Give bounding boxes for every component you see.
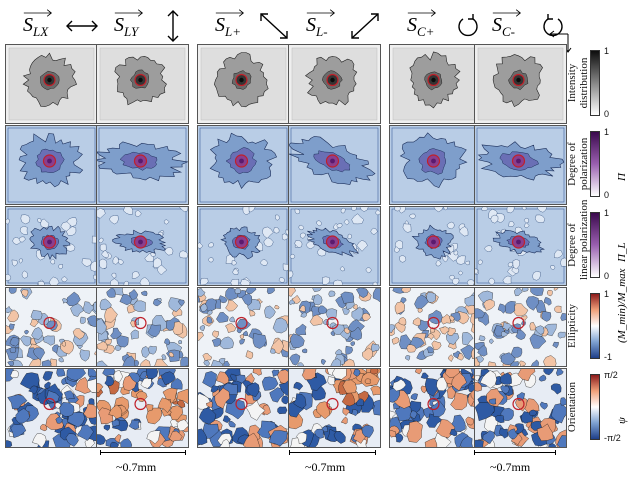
column-label-sub: LY — [124, 24, 139, 39]
row-symbol: Π — [616, 173, 628, 181]
column-label-sub: C+ — [417, 24, 435, 39]
map-panel — [197, 44, 290, 124]
column-label-sub: L- — [316, 24, 328, 39]
row-label-line2: distribution — [578, 57, 590, 109]
diagonal-down-arrow-icon — [260, 13, 288, 39]
row-label: Orientation — [566, 372, 578, 442]
row-label: Degree of linear polarization — [566, 199, 590, 280]
column-label: SC- — [492, 14, 515, 40]
map-panel — [96, 44, 189, 124]
row-symbol: ψ — [616, 417, 628, 424]
colorbar-tick: 1 — [604, 127, 610, 137]
map-panel — [389, 287, 482, 367]
column-label: SL+ — [215, 14, 241, 40]
colorbar-tick: 0 — [604, 109, 610, 119]
colorbar — [590, 212, 600, 278]
colorbar-tick: 0 — [604, 190, 610, 200]
colorbar — [590, 374, 600, 440]
vector-arrow-icon — [215, 9, 245, 17]
map-panel — [96, 206, 189, 286]
map-panel — [197, 368, 290, 448]
map-panel — [197, 287, 290, 367]
map-panel — [5, 368, 98, 448]
column-label-sub: L+ — [225, 24, 242, 39]
column-label-sub: LX — [33, 24, 49, 39]
row-label: Ellipticity — [566, 291, 578, 361]
colorbar-tick: 1 — [604, 46, 610, 56]
diagonal-up-arrow-icon — [351, 13, 379, 39]
column-label-sub: C- — [502, 24, 515, 39]
vector-arrow-icon — [23, 9, 53, 17]
colorbar-tick: -1 — [604, 352, 613, 362]
map-panel — [96, 125, 189, 205]
row-label-line2: polarization — [578, 137, 590, 191]
colorbar-tick: 1 — [604, 208, 610, 218]
scale-label: ~0.7mm — [305, 460, 346, 474]
row-label-line2: linear polarization — [578, 199, 590, 280]
map-panel — [96, 368, 189, 448]
map-panel — [197, 206, 290, 286]
colorbar-tick: 1 — [604, 289, 610, 299]
column-label-main: S — [407, 14, 417, 36]
vector-arrow-icon — [306, 9, 336, 17]
map-panel — [5, 125, 98, 205]
colorbar — [590, 293, 600, 359]
vector-arrow-icon — [114, 9, 144, 17]
row-label-line1: Degree of — [566, 223, 578, 267]
vertical-arrow-icon — [167, 10, 179, 42]
map-panel — [474, 287, 567, 367]
vector-arrow-icon — [407, 9, 437, 17]
row-label-line1: Degree of — [566, 142, 578, 186]
map-panel — [5, 44, 98, 124]
counterclockwise-circle-icon — [543, 14, 563, 37]
clockwise-circle-icon — [458, 14, 478, 37]
map-panel — [474, 44, 567, 124]
colorbar-tick: -π/2 — [604, 433, 621, 443]
row-symbol: (M_min)/M_max — [616, 268, 628, 343]
map-panel — [389, 368, 482, 448]
row-label-line1: Ellipticity — [566, 304, 578, 348]
map-panel — [288, 287, 381, 367]
map-panel — [288, 125, 381, 205]
map-panel — [96, 287, 189, 367]
colorbar-tick: 0 — [604, 271, 610, 281]
map-panel — [288, 44, 381, 124]
column-label: SC+ — [407, 14, 434, 40]
scale-bar — [100, 450, 186, 455]
map-panel — [474, 368, 567, 448]
vector-arrow-icon — [492, 9, 522, 17]
map-panel — [389, 206, 482, 286]
scale-label: ~0.7mm — [490, 460, 531, 474]
map-panel — [389, 44, 482, 124]
map-panel — [5, 206, 98, 286]
row-symbol: Π_L — [616, 242, 628, 262]
map-panel — [474, 206, 567, 286]
colorbar-tick: π/2 — [604, 370, 618, 380]
row-label: Intensity distribution — [566, 48, 590, 118]
column-label-main: S — [215, 14, 225, 36]
map-panel — [288, 368, 381, 448]
colorbar — [590, 50, 600, 116]
map-panel — [474, 125, 567, 205]
column-label: SLX — [23, 14, 48, 40]
column-label: SL- — [306, 14, 328, 40]
column-label-main: S — [23, 14, 33, 36]
column-label-main: S — [492, 14, 502, 36]
map-panel — [288, 206, 381, 286]
row-label: Degree of polarization — [566, 129, 590, 199]
map-panel — [5, 287, 98, 367]
column-label-main: S — [114, 14, 124, 36]
map-panel — [389, 125, 482, 205]
column-label-main: S — [306, 14, 316, 36]
colorbar — [590, 131, 600, 197]
row-label-line1: Intensity — [566, 63, 578, 103]
map-panel — [197, 125, 290, 205]
scale-bar — [474, 450, 556, 455]
scale-bar — [289, 450, 376, 455]
horizontal-arrow-icon — [66, 20, 98, 32]
column-label: SLY — [114, 14, 138, 40]
scale-label: ~0.7mm — [116, 460, 157, 474]
row-label-line1: Orientation — [566, 381, 578, 433]
